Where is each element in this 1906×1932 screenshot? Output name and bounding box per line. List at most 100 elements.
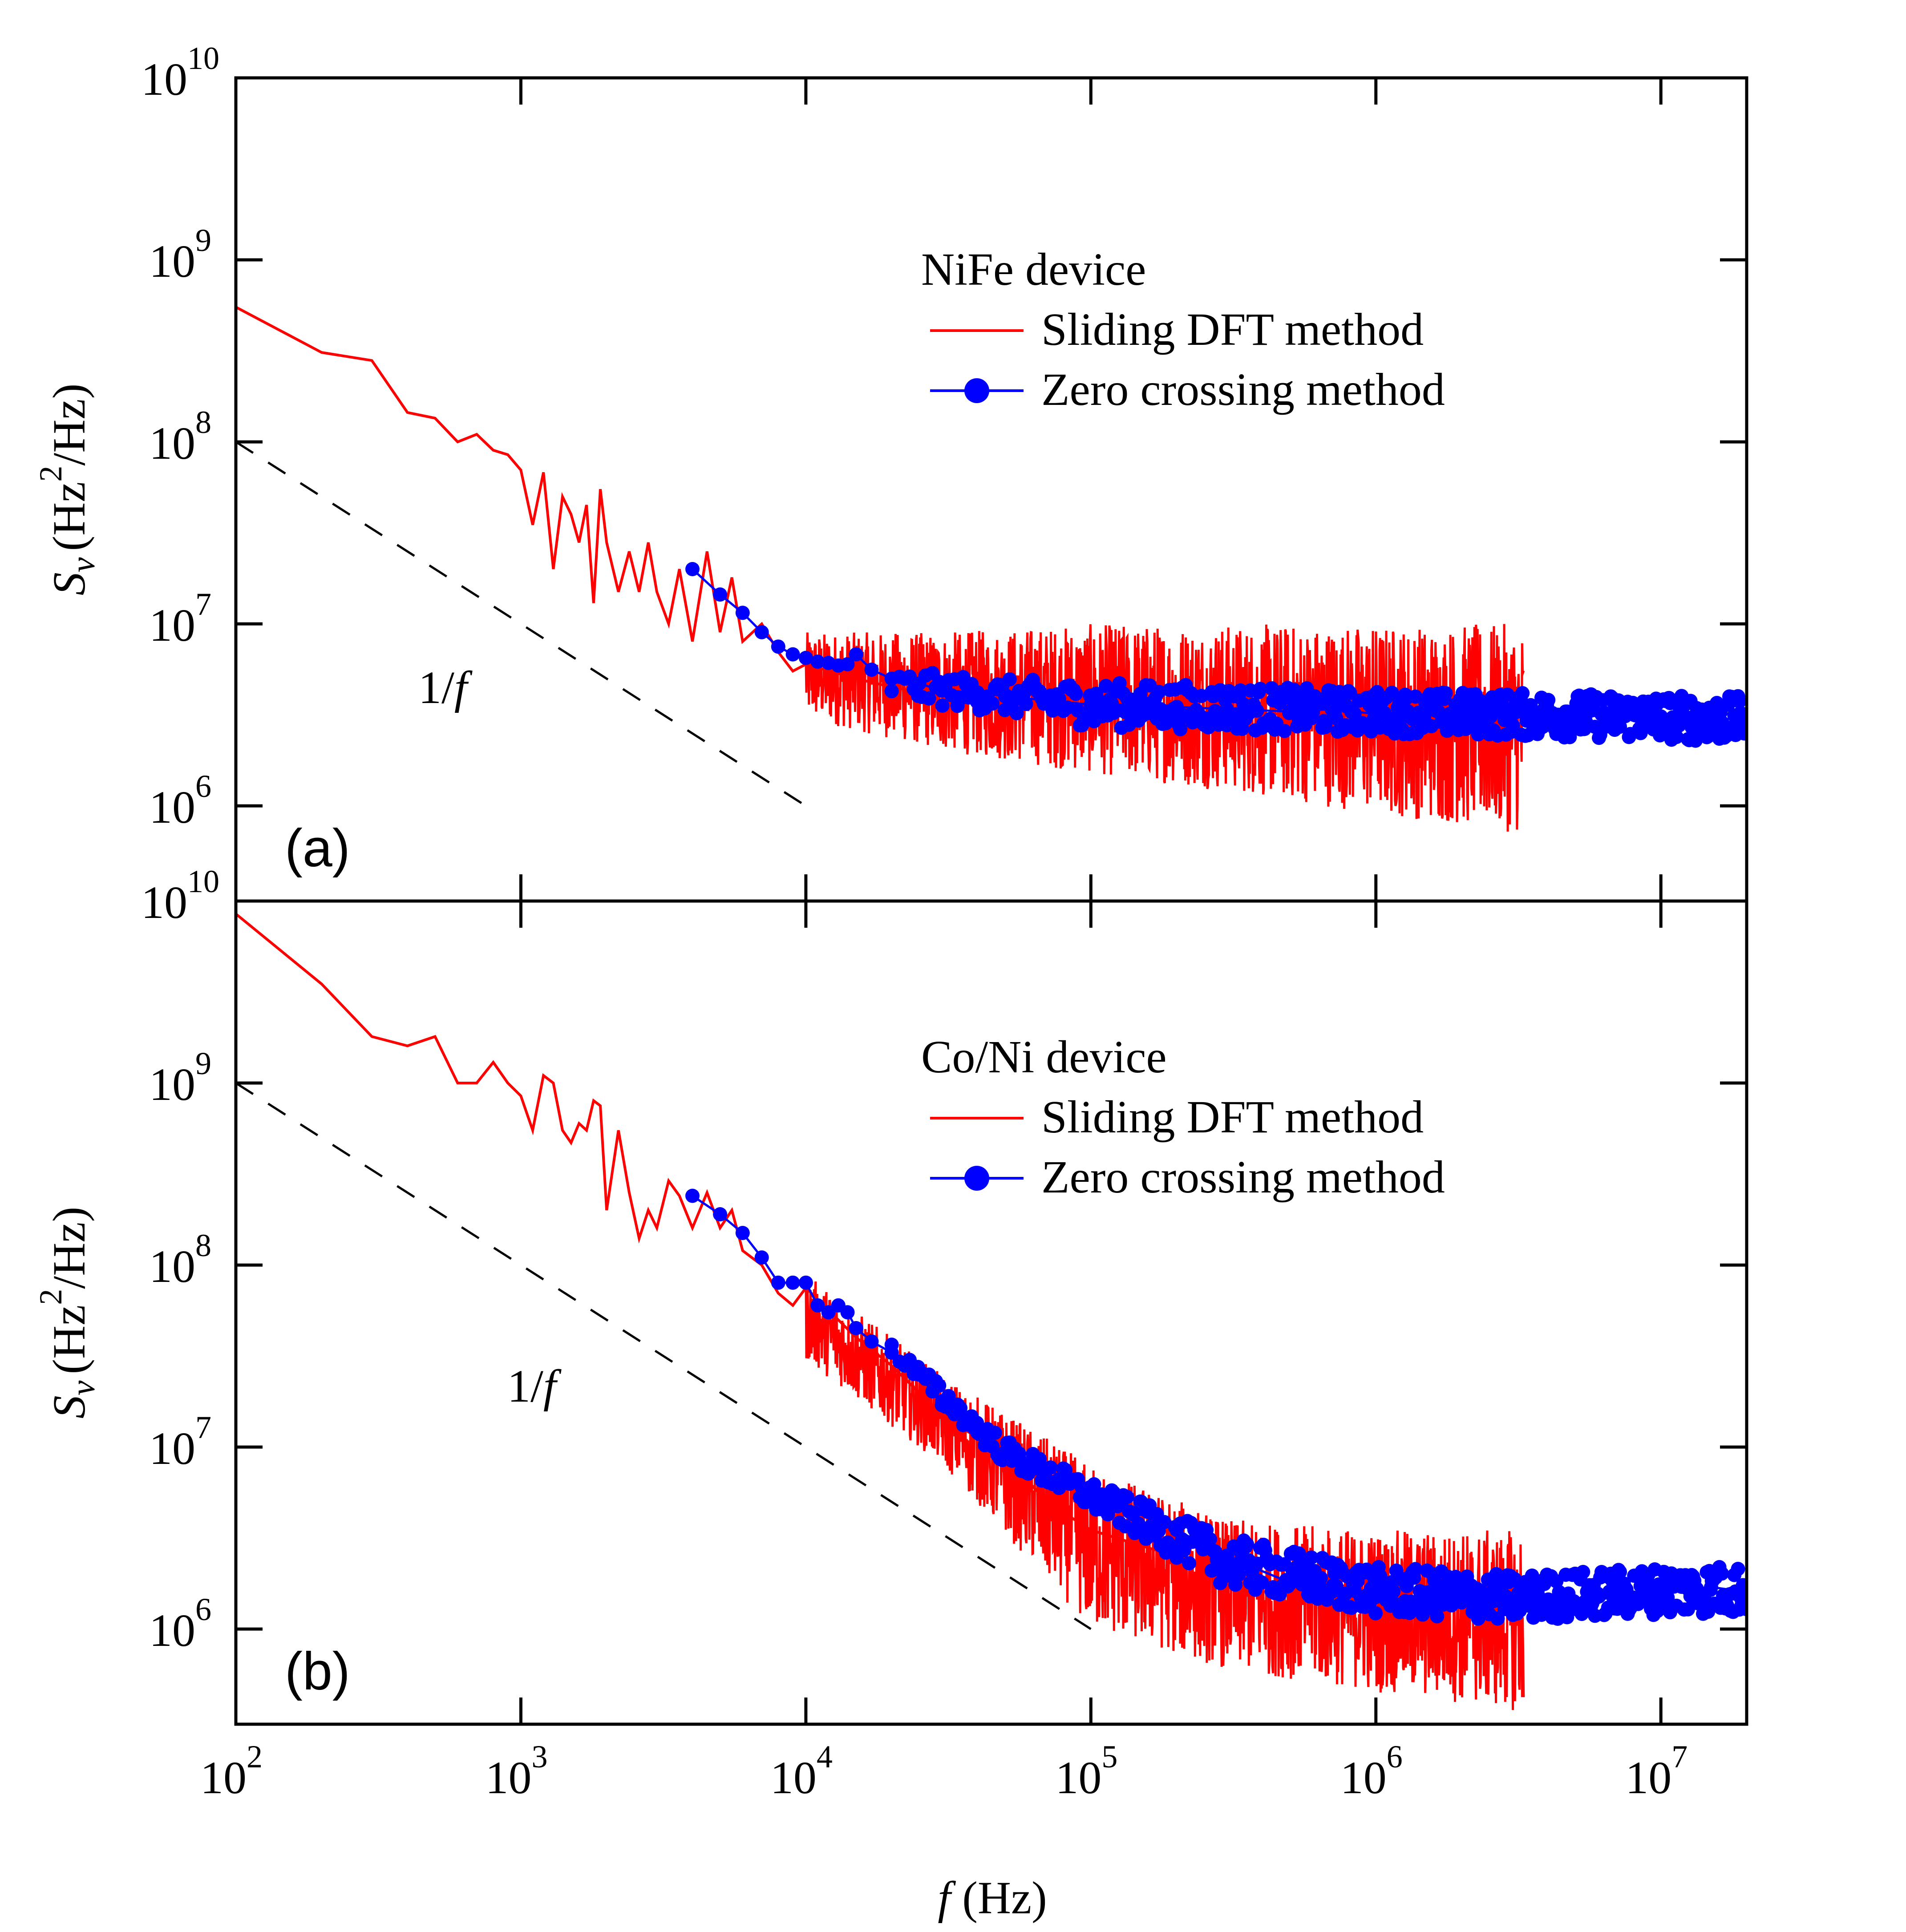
y-axis-label-unit: (Hz (44, 1305, 95, 1374)
y-tick-label-exp: 10 (187, 864, 219, 899)
zero-crossing-marker (912, 1367, 927, 1382)
zero-crossing-marker (840, 657, 855, 671)
zero-crossing-marker (1740, 712, 1747, 726)
zero-crossing-point (1669, 730, 1684, 744)
zero-crossing-scatter-band (884, 666, 1747, 748)
legend-swatch-marker (964, 378, 989, 403)
zero-crossing-marker (713, 1207, 728, 1221)
y-tick-label: 109 (149, 222, 211, 287)
zero-crossing-marker (864, 663, 879, 677)
y-axis-label-sup: 2 (33, 466, 69, 482)
y-tick-label-base: 10 (149, 418, 195, 469)
zero-crossing-marker (754, 625, 769, 639)
zero-crossing-point (1500, 687, 1515, 702)
zero-crossing-point (1203, 1532, 1217, 1547)
zero-crossing-point (1515, 686, 1530, 700)
y-axis-label-var: S (44, 1395, 95, 1419)
zero-crossing-point (1715, 1566, 1729, 1581)
zero-crossing-marker (970, 1425, 985, 1440)
zero-crossing-point (1151, 684, 1166, 699)
zero-crossing-marker (735, 1226, 750, 1240)
y-tick-label: 1010 (141, 864, 219, 928)
zero-crossing-marker (970, 685, 985, 700)
y-axis-label: Sv (Hz2/Hz) (33, 1207, 102, 1419)
zero-crossing-point (1505, 718, 1520, 733)
zero-crossing-marker (1169, 699, 1184, 714)
zero-crossing-marker (1568, 707, 1582, 721)
zero-crossing-point (1068, 687, 1083, 701)
y-axis-label-unit: /Hz) (44, 1207, 95, 1289)
x-tick-label-exp: 7 (1671, 1739, 1687, 1774)
zero-crossing-marker (998, 689, 1012, 703)
zero-crossing-point (932, 1378, 947, 1393)
zero-crossing-marker (785, 1275, 800, 1290)
zero-crossing-marker (1505, 707, 1519, 721)
zero-crossing-point (935, 698, 950, 713)
dft-series-line (236, 913, 1524, 1604)
zero-crossing-marker (771, 1275, 785, 1290)
zero-crossing-point (1384, 686, 1399, 700)
x-tick-label: 106 (1340, 1739, 1403, 1803)
zero-crossing-marker (1610, 709, 1624, 724)
legend-title: Co/Ni device (921, 1031, 1167, 1083)
zero-crossing-point (987, 1426, 1002, 1440)
x-tick-label-base: 10 (200, 1752, 247, 1803)
x-tick-label-exp: 5 (1101, 1739, 1117, 1774)
x-tick-label-base: 10 (770, 1752, 817, 1803)
y-tick-label: 106 (149, 768, 211, 833)
zero-crossing-marker (840, 1305, 855, 1320)
y-tick-label-base: 10 (149, 782, 195, 833)
zero-crossing-marker (1134, 1495, 1149, 1509)
x-tick-label: 107 (1625, 1739, 1687, 1803)
x-tick-label-base: 10 (1340, 1752, 1387, 1803)
zero-crossing-marker (1084, 697, 1098, 712)
axis-frame (234, 76, 1748, 903)
zero-crossing-point (1525, 1568, 1539, 1583)
zero-crossing-marker (1040, 1463, 1054, 1477)
legend-entry-label: Zero crossing method (1041, 1152, 1445, 1203)
zero-crossing-marker (998, 1448, 1012, 1463)
zero-crossing-point (1314, 1571, 1328, 1585)
y-tick-label: 107 (149, 1410, 211, 1474)
legend: Co/Ni device Sliding DFT method Zero cross… (921, 1031, 1445, 1203)
legend-title: NiFe device (921, 244, 1146, 295)
y-axis-label-unit: /Hz) (44, 384, 95, 466)
zero-crossing-marker (1704, 712, 1718, 726)
x-tick-label-exp: 6 (1387, 1739, 1403, 1774)
zero-crossing-marker (849, 647, 863, 662)
zero-crossing-point (1386, 1584, 1401, 1599)
zero-crossing-marker (1084, 1480, 1098, 1495)
y-axis-label-sup: 2 (33, 1289, 69, 1305)
zero-crossing-marker (935, 1398, 949, 1412)
zero-crossing-point (1009, 706, 1024, 720)
legend-entry-label: Sliding DFT method (1041, 304, 1424, 355)
y-tick-label-base: 10 (141, 877, 187, 928)
zero-crossing-marker (798, 1275, 813, 1290)
zero-crossing-point (1231, 1567, 1246, 1582)
zero-crossing-marker (884, 671, 899, 686)
zero-crossing-point (1182, 1556, 1197, 1571)
zero-crossing-point (1019, 697, 1033, 711)
panel-label: (a) (285, 818, 350, 878)
y-tick-label-base: 10 (149, 1241, 195, 1292)
reference-line-label-var: f (454, 662, 473, 713)
zero-crossing-marker (1283, 1575, 1297, 1590)
zero-crossing-point (1368, 1606, 1383, 1621)
x-tick-label-base: 10 (1055, 1752, 1101, 1803)
x-tick-label: 105 (1055, 1739, 1117, 1803)
y-tick-label-exp: 7 (195, 1410, 211, 1445)
dft-noise-band (805, 1278, 1525, 1710)
zero-crossing-marker (713, 587, 728, 602)
x-tick-label-base: 10 (485, 1752, 531, 1803)
reference-line-1-over-f (236, 441, 807, 807)
y-tick-label-base: 10 (149, 1059, 195, 1110)
zero-crossing-marker (1654, 709, 1668, 724)
zero-crossing-point (1562, 730, 1577, 744)
x-tick-label: 103 (485, 1739, 547, 1803)
y-tick-label: 108 (149, 1228, 211, 1292)
zero-crossing-marker (1704, 1580, 1718, 1594)
zero-crossing-marker (1134, 697, 1149, 712)
legend-swatch-marker (964, 1166, 989, 1191)
x-tick-labels: 102 103 104 105 106 107 (200, 1739, 1687, 1803)
